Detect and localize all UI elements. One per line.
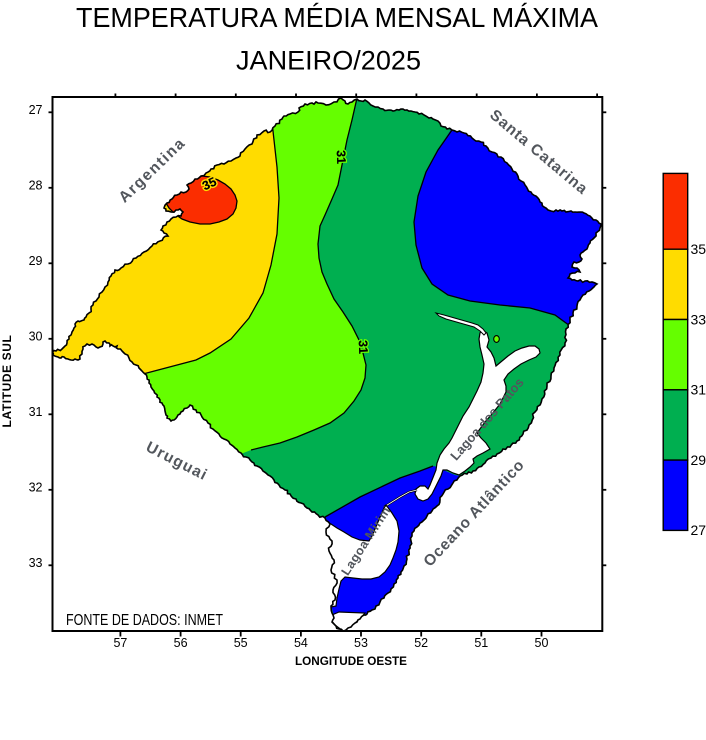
svg-text:29: 29 xyxy=(29,254,43,268)
svg-text:LONGITUDE OESTE: LONGITUDE OESTE xyxy=(295,656,407,668)
svg-text:32: 32 xyxy=(29,481,43,495)
svg-text:50: 50 xyxy=(535,636,549,650)
svg-text:TEMPERATURA MÉDIA MENSAL MÁXIM: TEMPERATURA MÉDIA MENSAL MÁXIMA xyxy=(76,2,599,33)
svg-text:33: 33 xyxy=(691,311,706,327)
svg-text:33: 33 xyxy=(29,556,43,570)
svg-text:35: 35 xyxy=(200,175,219,194)
svg-text:29: 29 xyxy=(691,452,706,468)
svg-text:54: 54 xyxy=(294,636,308,650)
svg-text:31: 31 xyxy=(29,405,43,419)
svg-text:53: 53 xyxy=(354,636,368,650)
svg-text:57: 57 xyxy=(113,636,127,650)
svg-text:Uruguai: Uruguai xyxy=(143,439,210,485)
svg-text:31: 31 xyxy=(334,150,348,164)
svg-text:52: 52 xyxy=(414,636,428,650)
svg-text:27: 27 xyxy=(29,103,43,117)
svg-text:FONTE DE DADOS: INMET: FONTE DE DADOS: INMET xyxy=(66,612,223,629)
svg-text:51: 51 xyxy=(474,636,488,650)
svg-text:LATITUDE SUL: LATITUDE SUL xyxy=(0,335,14,428)
svg-text:30: 30 xyxy=(29,330,43,344)
svg-text:27: 27 xyxy=(691,522,706,538)
svg-text:35: 35 xyxy=(691,241,706,257)
svg-text:JANEIRO/2025: JANEIRO/2025 xyxy=(236,46,421,76)
svg-text:31: 31 xyxy=(356,340,370,354)
svg-text:31: 31 xyxy=(356,340,370,354)
svg-text:28: 28 xyxy=(29,179,43,193)
svg-text:56: 56 xyxy=(174,636,188,650)
svg-text:31: 31 xyxy=(691,382,706,398)
svg-text:31: 31 xyxy=(334,150,348,164)
svg-text:55: 55 xyxy=(234,636,248,650)
